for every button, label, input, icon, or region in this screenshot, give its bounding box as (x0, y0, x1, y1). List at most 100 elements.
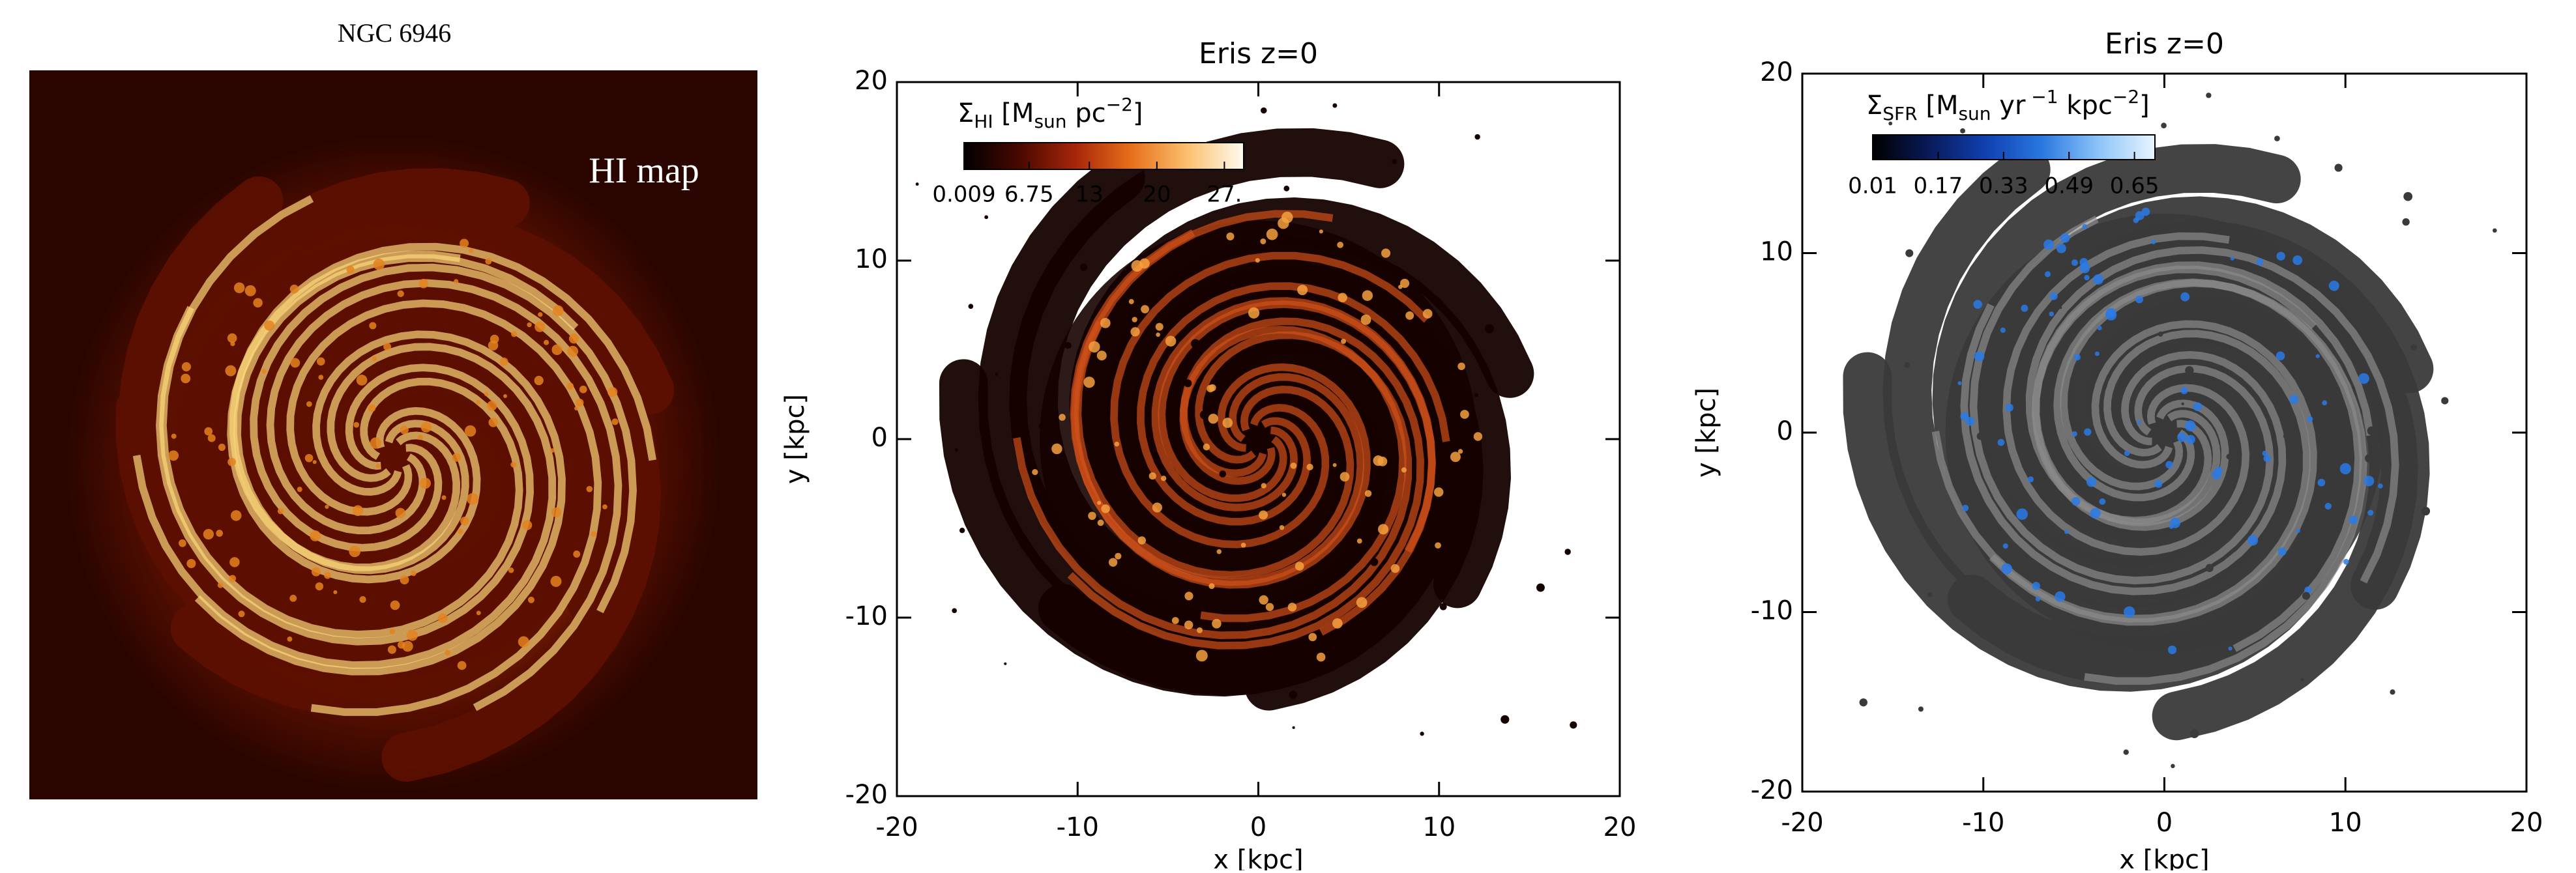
gas-cloud (1021, 330, 1029, 337)
clump (318, 375, 324, 380)
clump (2071, 431, 2077, 437)
gas-cloud (1191, 339, 1200, 349)
clump (1195, 650, 1208, 662)
panel-title: NGC 6946 (338, 18, 451, 48)
clump (2049, 292, 2058, 300)
clump (1460, 410, 1469, 419)
clump (290, 358, 300, 368)
clump (264, 320, 275, 331)
clump (1422, 309, 1433, 319)
clump (1051, 443, 1062, 455)
clump (2263, 454, 2271, 463)
clump (277, 508, 284, 515)
galaxy-map (939, 128, 1534, 711)
x-tick-label: 20 (1603, 812, 1637, 842)
clump (2184, 420, 2196, 432)
gas-cloud (1064, 342, 1072, 349)
clump (1083, 377, 1095, 388)
gas-cloud (1905, 249, 1914, 257)
spiral-filament (194, 330, 566, 676)
gas-cloud (1332, 103, 1338, 108)
clump (2071, 259, 2079, 266)
colorbar-tick-label: 27. (1207, 182, 1242, 208)
clump (233, 282, 245, 293)
clump (2056, 243, 2066, 253)
clump (372, 356, 377, 362)
gas-cloud (1184, 379, 1192, 388)
gas-cloud (1859, 698, 1867, 707)
clump (499, 357, 508, 366)
clump (2105, 309, 2117, 321)
clump (289, 594, 297, 602)
clump (227, 457, 236, 466)
gas-cloud (2185, 365, 2194, 375)
clump (566, 382, 574, 390)
clump (1962, 504, 1969, 511)
clump (549, 448, 555, 453)
clump (1265, 603, 1274, 611)
gas-cloud (2181, 402, 2184, 406)
gas-cloud (1425, 556, 1434, 565)
clump (216, 530, 224, 537)
y-tick-label: 10 (1760, 237, 1793, 267)
clump (375, 463, 381, 468)
spiral-filament (2002, 232, 2250, 556)
clump (420, 422, 432, 433)
galaxy-map (1843, 144, 2434, 741)
gas-cloud (1306, 528, 1310, 532)
gas-cloud (1420, 732, 1424, 736)
clump (2124, 606, 2135, 618)
clump (2086, 476, 2097, 487)
colorbar-tick-label: 0.17 (1914, 173, 1963, 199)
clump (253, 298, 263, 308)
clump (1222, 418, 1233, 428)
clump (315, 582, 324, 591)
clump (1473, 432, 1483, 441)
clump (468, 248, 474, 253)
clump (2137, 420, 2141, 425)
clump (244, 285, 256, 296)
clump (2055, 591, 2066, 602)
colorbar-label-part: pc (1067, 98, 1106, 128)
gas-cloud (2441, 397, 2449, 405)
clump (527, 322, 532, 328)
clump (2032, 582, 2040, 590)
gas-cloud (915, 182, 919, 186)
gas-cloud (1904, 362, 1910, 368)
clump (2094, 351, 2100, 356)
clump (552, 305, 564, 317)
clump (419, 478, 431, 489)
x-axis-label: x [kpc] (2119, 845, 2209, 870)
gas-cloud (2334, 164, 2343, 172)
clump (310, 530, 321, 541)
clump (353, 422, 360, 428)
y-axis-label: y [kpc] (780, 394, 810, 484)
clump (1149, 472, 1156, 480)
colorbar-tick-label: 20 (1143, 182, 1171, 208)
clump (2099, 498, 2106, 505)
gas-cloud (2226, 453, 2232, 460)
clump (2364, 476, 2375, 487)
clump (487, 401, 497, 411)
gas-cloud (1036, 286, 1043, 293)
clump (1203, 443, 1210, 451)
clump (2124, 450, 2130, 456)
clump (2021, 304, 2028, 312)
clump (574, 406, 579, 411)
colorbar (1872, 134, 2156, 160)
gas-cloud (1004, 662, 1007, 665)
gas-cloud (2367, 426, 2377, 436)
clump (2339, 463, 2352, 475)
clump (227, 333, 237, 343)
clump (508, 567, 514, 573)
clump (2296, 528, 2300, 533)
gas-cloud (1993, 428, 1998, 433)
clump (1032, 468, 1038, 476)
clump (538, 312, 543, 317)
colorbar-label-part: Σ (1866, 91, 1882, 121)
clump (418, 279, 428, 289)
clump (1101, 504, 1110, 513)
clump (2324, 502, 2332, 510)
gas-cloud (954, 448, 958, 452)
